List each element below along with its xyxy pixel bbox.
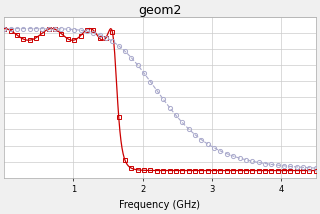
Title: geom2: geom2 [138, 4, 182, 17]
X-axis label: Frequency (GHz): Frequency (GHz) [119, 200, 201, 210]
